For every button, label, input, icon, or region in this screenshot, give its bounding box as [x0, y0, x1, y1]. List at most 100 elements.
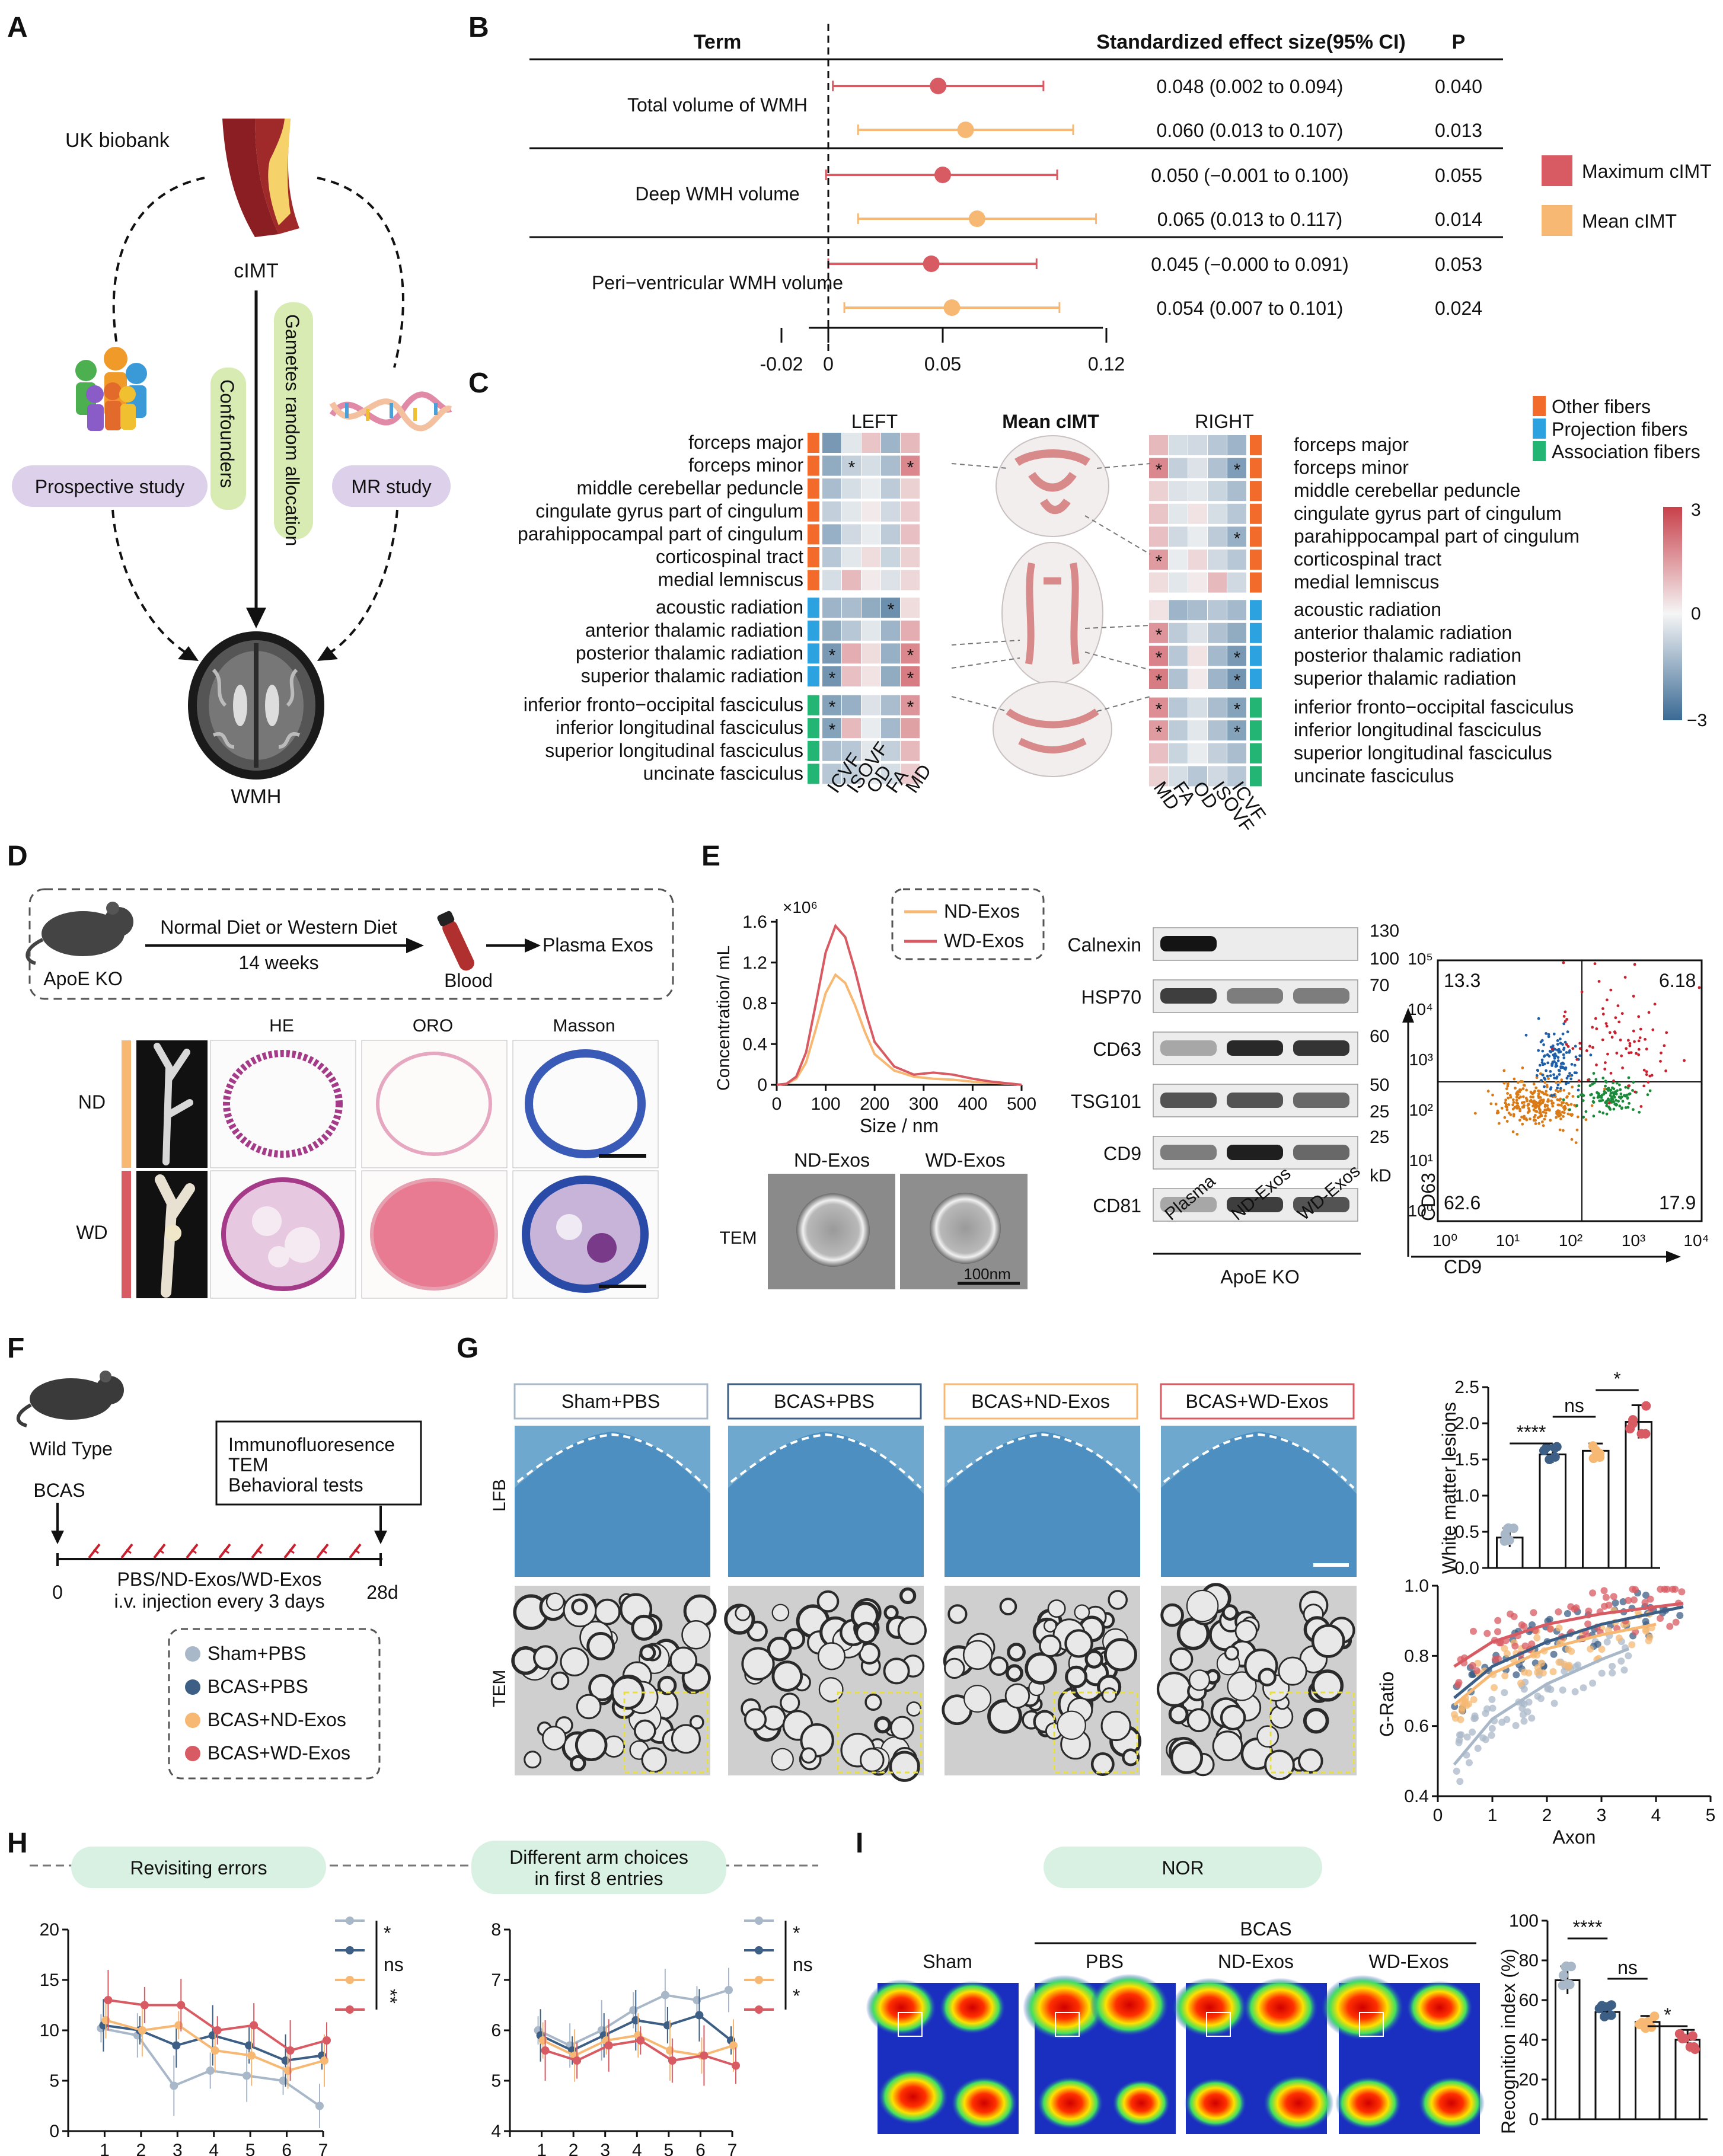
h-sig-label: ** — [379, 1989, 401, 2004]
flow-event — [1558, 1128, 1562, 1132]
flow-event — [1569, 1077, 1573, 1081]
gratio-point — [1469, 1662, 1476, 1669]
flow-quadrant-value: 62.6 — [1444, 1192, 1480, 1213]
flow-event — [1559, 1037, 1562, 1040]
tem-axon — [1043, 1619, 1057, 1633]
gratio-point — [1488, 1724, 1496, 1732]
ri-dot — [1558, 1970, 1568, 1981]
tract-label-right: medial lemniscus — [1294, 571, 1439, 593]
heat-cell-left — [881, 570, 900, 590]
sig-star-left: * — [907, 458, 914, 478]
flow-event — [1578, 1054, 1582, 1058]
tem-axon — [542, 1726, 567, 1751]
wb-kd-label: kD — [1370, 1166, 1392, 1186]
flow-event — [1540, 1061, 1544, 1064]
flow-event — [1521, 1095, 1525, 1098]
tem-axon — [639, 1644, 656, 1662]
nor-hotspot — [1172, 1978, 1247, 2037]
flow-event — [1523, 1084, 1526, 1087]
gratio-point — [1605, 1601, 1613, 1609]
wb-band — [1227, 1197, 1283, 1212]
h-point — [323, 2036, 331, 2045]
flow-event — [1620, 1107, 1623, 1110]
gratio-point — [1470, 1627, 1477, 1635]
flow-event — [1588, 1084, 1592, 1087]
wb-band — [1227, 1093, 1283, 1108]
flow-event — [1486, 1090, 1490, 1093]
gratio-y-tick-label: 1.0 — [1404, 1576, 1429, 1596]
flow-event — [1592, 1114, 1596, 1118]
heat-cell-left — [842, 764, 861, 784]
tem-axon — [1156, 1672, 1192, 1707]
tract-category-marker — [808, 478, 819, 499]
tract-label-right: superior thalamic radiation — [1294, 667, 1516, 689]
heat-cell-left — [881, 666, 900, 686]
heat-cell-right — [1169, 697, 1188, 718]
heat-cell-right — [1208, 600, 1227, 621]
tem-inset-box — [1269, 1691, 1355, 1774]
heat-cell-right — [1169, 743, 1188, 764]
flow-event — [1512, 1101, 1515, 1104]
flow-event — [1538, 1111, 1542, 1114]
nta-exponent: ×10⁶ — [783, 898, 818, 916]
gratio-x-tick-label: 2 — [1542, 1806, 1552, 1825]
forest-p-value: 0.040 — [1435, 76, 1482, 97]
flow-event — [1562, 1088, 1566, 1092]
flow-event — [1642, 1068, 1646, 1072]
legend-label-maximum-cimt: Maximum cIMT — [1582, 161, 1712, 182]
flow-event — [1595, 1063, 1598, 1066]
forest-p-value: 0.014 — [1435, 209, 1482, 230]
heat-cell-left — [862, 718, 880, 739]
flow-event — [1559, 1117, 1562, 1120]
heat-cell-left — [862, 455, 880, 476]
h-legend-dot — [755, 1976, 763, 1984]
flow-event — [1601, 1111, 1605, 1114]
wb-kd-label: 130 — [1370, 921, 1399, 941]
flow-event — [1570, 1074, 1574, 1077]
gratio-point — [1600, 1587, 1608, 1595]
tem-axon — [883, 1657, 910, 1685]
sig-star-right: * — [1156, 671, 1163, 691]
flow-event — [1577, 1084, 1581, 1087]
flow-event — [1561, 1043, 1564, 1046]
heat-cell-right — [1208, 766, 1227, 787]
gratio-point — [1494, 1628, 1501, 1636]
gratio-point — [1641, 1599, 1649, 1606]
flow-event — [1571, 1095, 1575, 1098]
flow-event — [1540, 1079, 1543, 1082]
legend-swatch-mean-cimt — [1542, 205, 1572, 236]
flow-event — [1537, 1049, 1540, 1052]
wml-sig-label: * — [1613, 1368, 1620, 1390]
h-y-tick-label: 4 — [491, 2122, 501, 2141]
flow-x-tick: 10¹ — [1496, 1231, 1520, 1250]
h-point — [541, 2046, 550, 2055]
wmh-label: WMH — [231, 785, 282, 808]
flow-event — [1633, 1090, 1637, 1094]
heat-cell-left — [862, 643, 880, 664]
wml-dot — [1636, 1429, 1647, 1439]
tem-axon — [1221, 1604, 1239, 1621]
flow-event — [1582, 1116, 1585, 1119]
heat-cell-right — [1208, 435, 1227, 455]
legend-dot — [185, 1746, 200, 1761]
flow-event — [1497, 1122, 1501, 1125]
flow-event — [1536, 1116, 1540, 1119]
flow-event — [1570, 1138, 1574, 1141]
flow-y-tick: 10¹ — [1409, 1151, 1433, 1170]
flow-event — [1571, 1113, 1574, 1116]
gratio-x-tick-label: 5 — [1706, 1806, 1716, 1825]
legend-label-group: Sham+PBS — [208, 1643, 306, 1664]
flow-event — [1541, 1120, 1544, 1123]
wml-bar-3 — [1625, 1421, 1652, 1569]
heat-cell-right — [1149, 669, 1168, 689]
gratio-point — [1534, 1664, 1542, 1672]
flow-event — [1601, 1038, 1604, 1042]
flow-event — [1561, 1065, 1564, 1069]
tract-category-marker — [808, 598, 819, 618]
heat-cell-right — [1188, 550, 1207, 570]
heat-cell-right — [1169, 766, 1188, 787]
tem-axon — [1258, 1668, 1277, 1687]
flow-event — [1546, 1074, 1549, 1078]
tem-vesicle-wd — [930, 1193, 1001, 1264]
tem-axon — [1234, 1620, 1258, 1643]
